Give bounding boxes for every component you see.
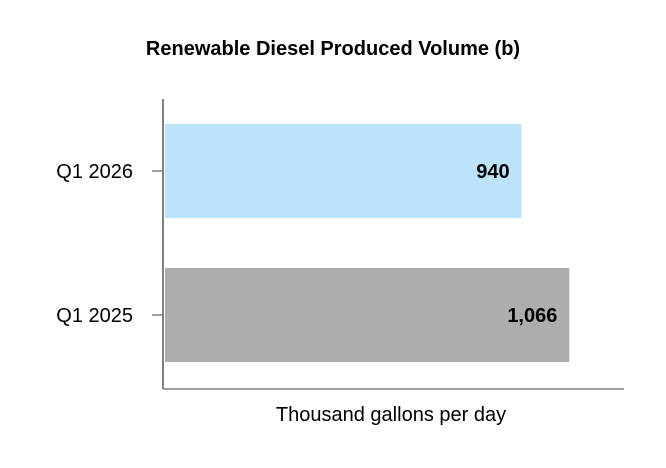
bar-q1-2025 <box>165 268 570 362</box>
data-label: 940 <box>476 161 509 183</box>
x-axis-label: Thousand gallons per day <box>276 404 506 426</box>
bar-q1-2026 <box>165 124 522 218</box>
category-label: Q1 2025 <box>56 305 133 327</box>
category-label: Q1 2026 <box>56 161 133 183</box>
data-label: 1,066 <box>507 305 557 327</box>
chart-title: Renewable Diesel Produced Volume (b) <box>145 38 521 60</box>
